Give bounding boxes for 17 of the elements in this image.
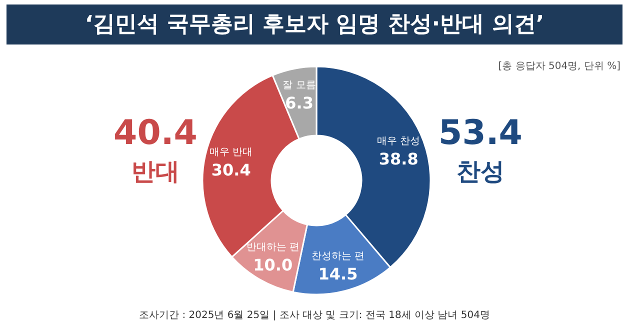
text: 53.4 — [438, 113, 522, 153]
data-label: 14.5 — [318, 264, 358, 284]
chart-title: ‘김민석 국무총리 후보자 임명 찬성·반대 의견’ — [84, 12, 544, 37]
text: 찬성 — [456, 158, 504, 186]
text: 반대 — [132, 158, 180, 186]
data-label: 6.3 — [285, 94, 314, 113]
data-label: 30.4 — [211, 160, 251, 180]
slice-label: 반대하는 편 — [246, 242, 300, 253]
text: 40.4 — [114, 113, 198, 153]
slice-label: 매우 찬성 — [377, 136, 420, 147]
slice-label: 찬성하는 편 — [311, 250, 365, 262]
text: 조사기간 : 2025년 6월 25일 | 조사 대상 및 크기: 전국 18세 이상 남녀 504명 — [139, 310, 490, 321]
slice-label: 매우 반대 — [210, 146, 253, 158]
data-label: 10.0 — [253, 255, 293, 274]
slice-label: 잘 모름 — [282, 80, 316, 92]
text: [총 응답자 504명, 단위 %] — [498, 61, 621, 72]
data-label: 38.8 — [378, 149, 418, 168]
